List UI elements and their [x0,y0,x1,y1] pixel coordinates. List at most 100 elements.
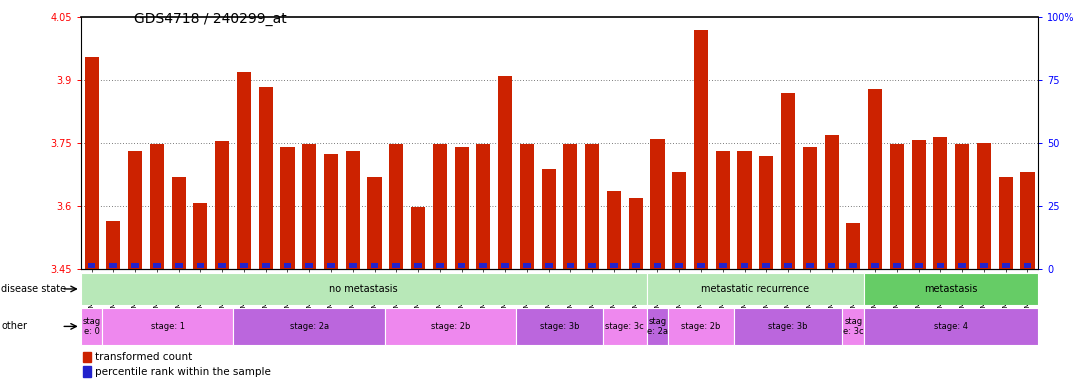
Bar [781,93,795,269]
Text: stage: 3b: stage: 3b [540,322,579,331]
Bar [676,263,683,268]
Bar [607,191,621,269]
Bar [589,263,596,268]
Bar [697,263,705,268]
Bar [653,263,662,268]
Bar [564,144,578,269]
Bar [734,308,843,345]
Bar [824,135,838,269]
Bar [516,308,603,345]
Bar [668,308,734,345]
Bar [647,308,668,345]
Bar [81,308,102,345]
Bar [1002,263,1009,268]
Bar [650,139,665,269]
Bar [197,263,204,268]
Text: stage: 3c: stage: 3c [606,322,645,331]
Bar [672,172,686,269]
Bar [454,147,469,269]
Bar [327,263,335,268]
Bar [385,308,516,345]
Bar [390,144,404,269]
Bar [128,151,142,269]
Bar [1020,172,1034,269]
Bar [345,151,359,269]
Bar [603,308,647,345]
Bar [370,263,379,268]
Bar [864,273,1038,305]
Bar [349,263,356,268]
Bar [544,263,553,268]
Bar [864,308,1038,345]
Bar [784,263,792,268]
Bar [827,263,835,268]
Bar [501,263,509,268]
Text: stag
e: 0: stag e: 0 [83,317,101,336]
Bar [83,352,90,362]
Bar [628,199,642,269]
Bar [933,137,948,269]
Bar [302,144,316,269]
Bar [716,151,730,269]
Bar [194,203,208,269]
Bar [81,273,647,305]
Bar [457,263,466,268]
Text: no metastasis: no metastasis [329,284,398,294]
Bar [915,263,922,268]
Text: stage: 3b: stage: 3b [768,322,808,331]
Bar [763,263,770,268]
Text: stage: 2a: stage: 2a [289,322,329,331]
Bar [872,263,879,268]
Bar [367,177,382,269]
Bar [306,263,313,268]
Bar [719,263,726,268]
Bar [760,156,774,269]
Bar [174,263,183,268]
Bar [83,366,90,377]
Bar [411,207,425,269]
Bar [237,72,251,269]
Text: stag
e: 3c: stag e: 3c [843,317,864,336]
Bar [480,263,487,268]
Bar [999,177,1013,269]
Bar [477,144,491,269]
Bar [258,87,273,269]
Bar [436,263,443,268]
Bar [414,263,422,268]
Text: metastasis: metastasis [924,284,978,294]
Bar [740,263,749,268]
Bar [261,263,270,268]
Text: disease state: disease state [1,284,67,294]
Bar [523,263,530,268]
Text: transformed count: transformed count [95,352,193,362]
Text: stage: 1: stage: 1 [151,322,185,331]
Bar [846,223,861,269]
Bar [218,263,226,268]
Bar [87,263,96,268]
Bar [610,263,618,268]
Bar [393,263,400,268]
Bar [131,263,139,268]
Bar [936,263,945,268]
Bar [281,147,295,269]
Bar [520,144,534,269]
Bar [890,144,904,269]
Bar [150,144,164,269]
Bar [585,144,599,269]
Bar [107,220,121,269]
Bar [737,151,752,269]
Bar [233,308,385,345]
Bar [955,144,969,269]
Bar [632,263,639,268]
Bar [541,169,555,269]
Bar [85,57,99,269]
Bar [803,147,817,269]
Bar [806,263,813,268]
Bar [977,143,991,269]
Bar [284,263,292,268]
Bar [215,141,229,269]
Bar [849,263,858,268]
Bar [959,263,966,268]
Bar [171,177,186,269]
Bar [893,263,901,268]
